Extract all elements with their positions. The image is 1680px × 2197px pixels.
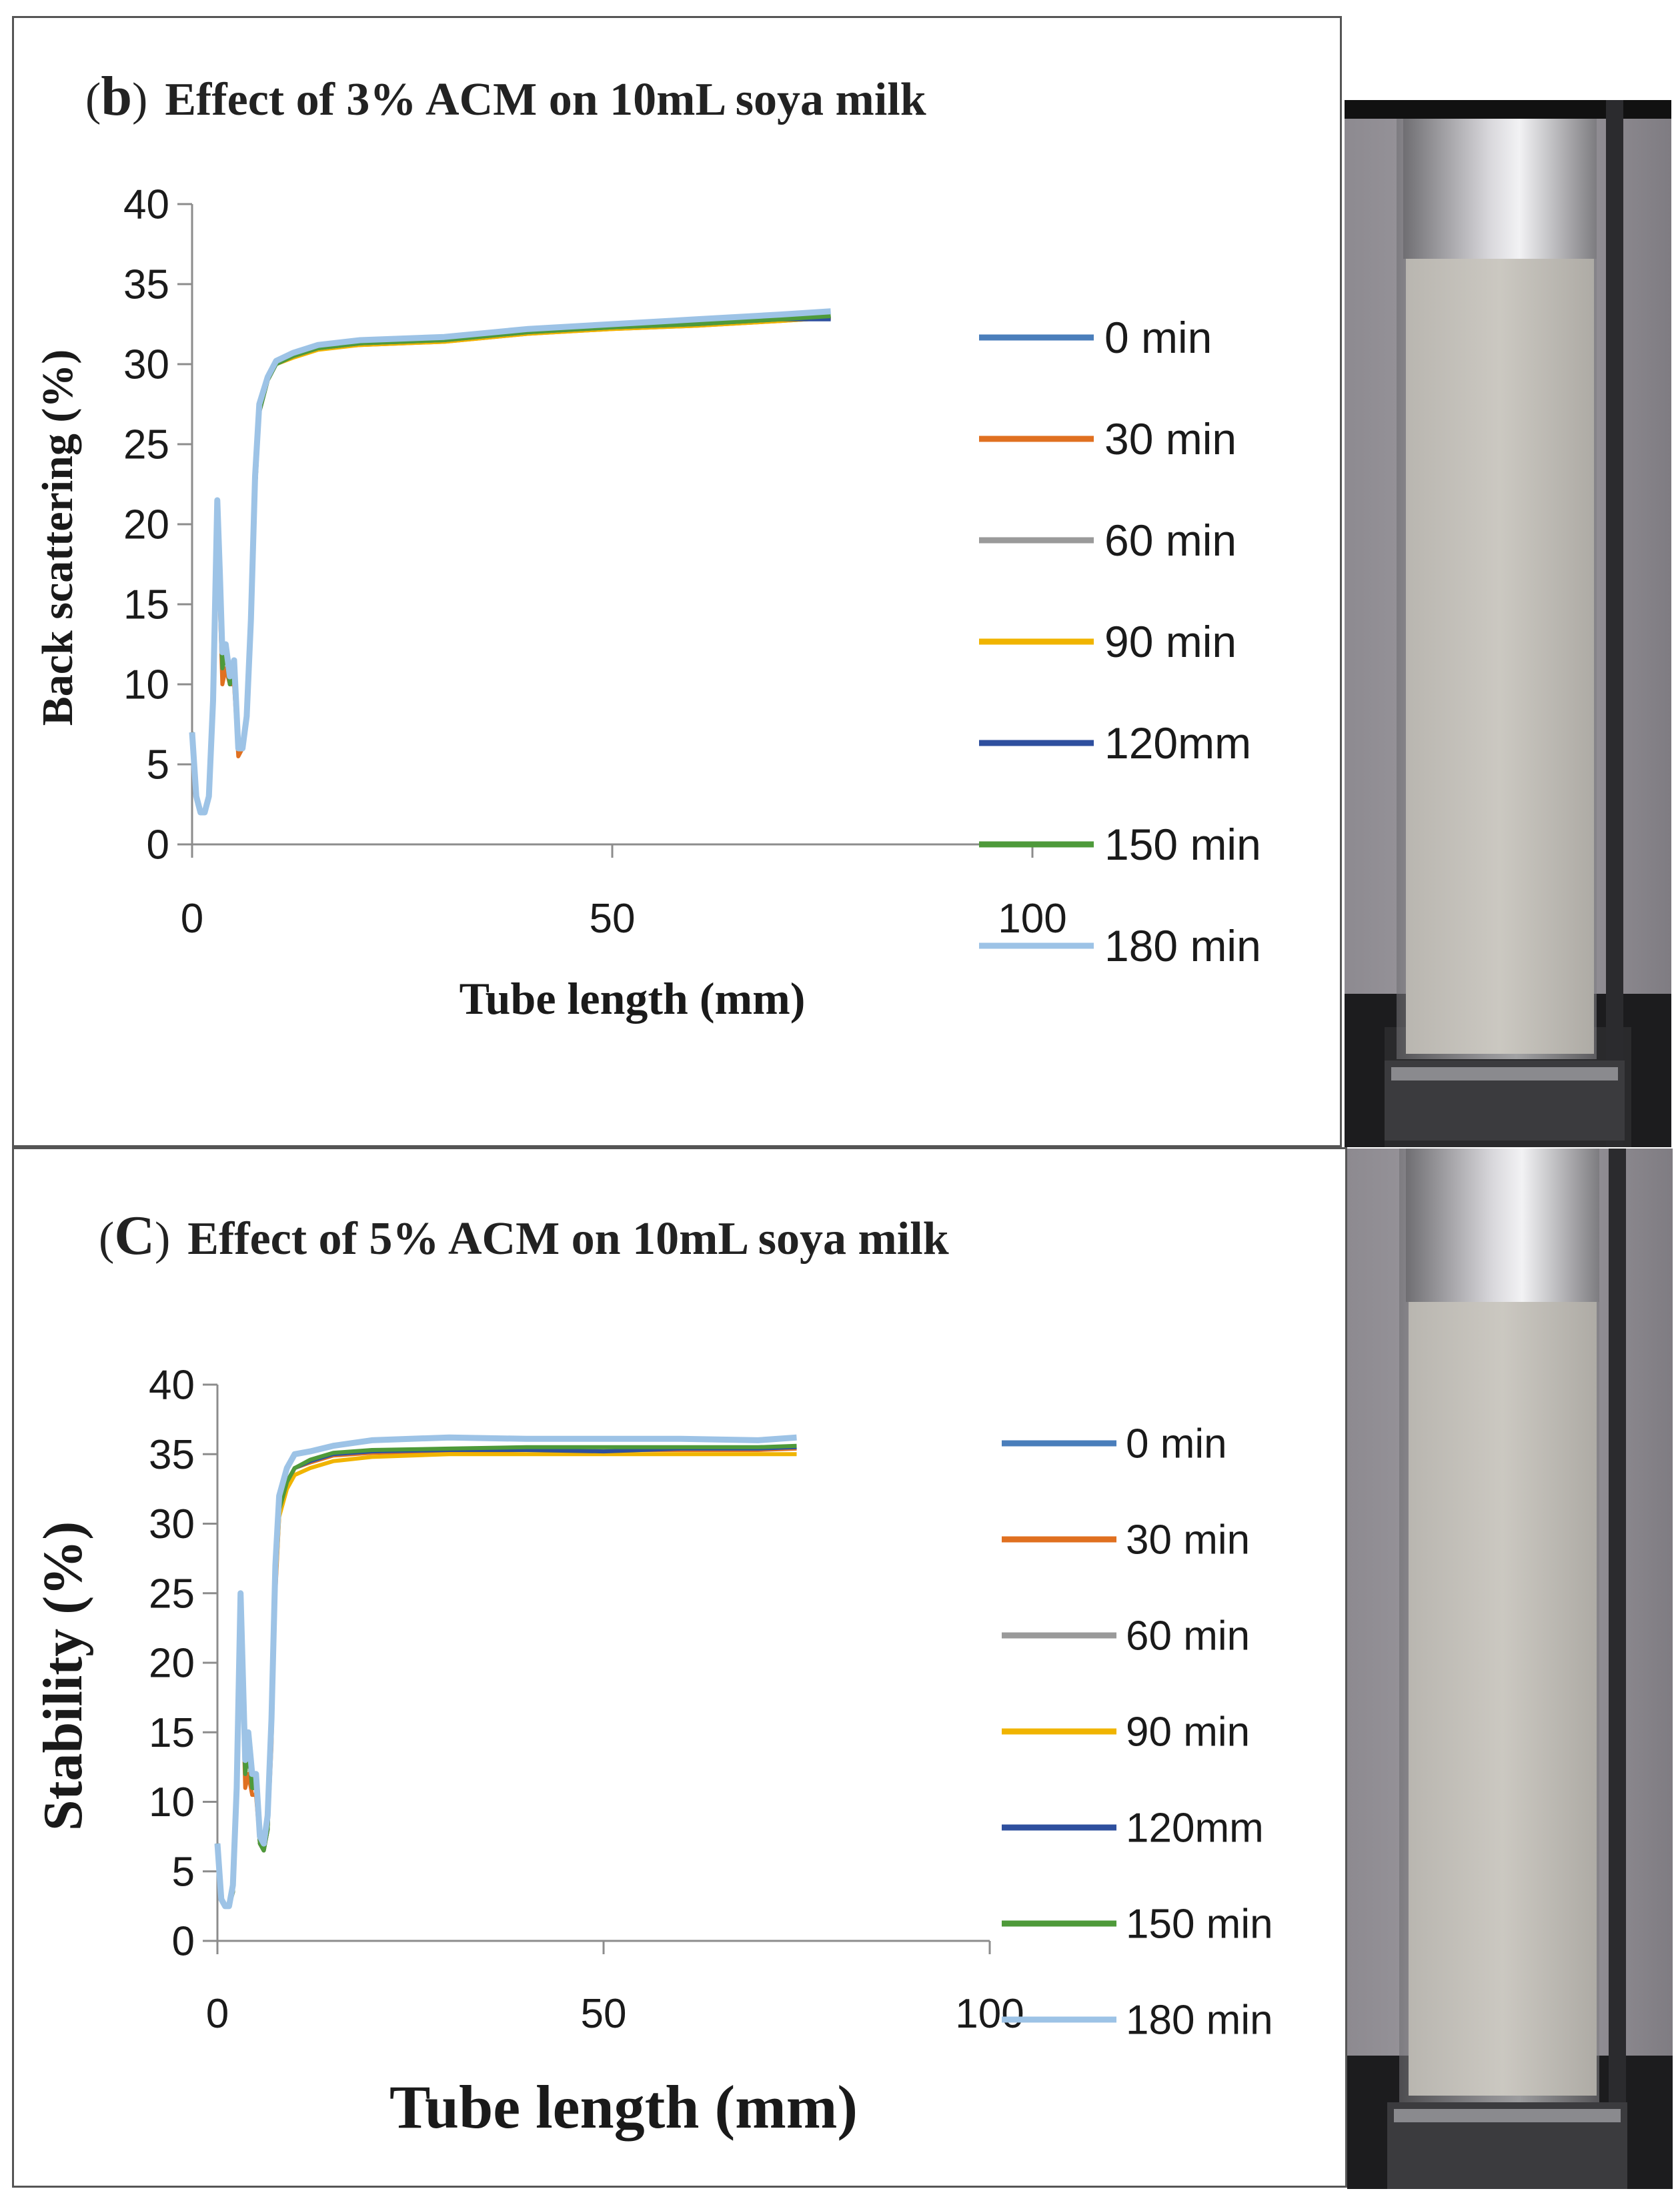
- legend-label: 60 min: [1126, 1613, 1250, 1659]
- x-axis-title: Tube length (mm): [460, 973, 806, 1024]
- legend-label: 0 min: [1126, 1421, 1227, 1467]
- legend-label: 180 min: [1126, 1998, 1273, 2044]
- panel-b-title-text: Effect of 3% ACM on 10mL soya milk: [165, 74, 926, 125]
- y-tick-label: 5: [172, 1849, 195, 1895]
- x-tick-label: 50: [590, 896, 636, 942]
- panel-c-title-text: Effect of 5% ACM on 10mL soya milk: [187, 1213, 949, 1265]
- series-line-180-min: [189, 308, 831, 816]
- legend-label: 90 min: [1104, 617, 1236, 666]
- series-line-150-min: [215, 1443, 797, 1908]
- panel-b-frame: [12, 16, 1342, 1147]
- legend-label: 90 min: [1126, 1709, 1250, 1755]
- tube-photo-c-image: [1347, 1149, 1673, 2189]
- legend-label: 180 min: [1104, 921, 1261, 970]
- y-tick-label: 15: [123, 582, 169, 628]
- y-axis-title: Back scattering (%): [33, 349, 82, 726]
- y-tick-label: 0: [147, 822, 169, 868]
- panel-c-letter: C: [114, 1205, 155, 1267]
- legend-label: 30 min: [1126, 1517, 1250, 1563]
- panel-c-frame: [12, 1147, 1347, 2188]
- y-tick-label: 10: [123, 662, 169, 708]
- series-line-0-min: [215, 1445, 797, 1908]
- series-line-30-min: [215, 1446, 797, 1908]
- y-tick-label: 35: [123, 262, 169, 308]
- x-tick-label: 50: [581, 1991, 627, 2037]
- y-tick-label: 25: [123, 422, 169, 468]
- y-tick-label: 25: [149, 1571, 195, 1617]
- panel-c-title: (C) Effect of 5% ACM on 10mL soya milk: [99, 1205, 949, 1267]
- legend-label: 30 min: [1104, 414, 1236, 464]
- y-tick-label: 10: [149, 1779, 195, 1825]
- y-tick-label: 15: [149, 1710, 195, 1756]
- x-axis-title: Tube length (mm): [389, 2073, 858, 2141]
- y-tick-label: 40: [123, 182, 169, 228]
- tube-photo-b-image: [1345, 100, 1671, 1147]
- panel-b-title: (b) Effect of 3% ACM on 10mL soya milk: [85, 65, 926, 127]
- y-tick-label: 30: [123, 342, 169, 388]
- series-line-120mm: [215, 1445, 797, 1908]
- legend-label: 120mm: [1104, 718, 1251, 768]
- series-line-180-min: [214, 1434, 797, 1910]
- series-line-60-min: [215, 1445, 797, 1908]
- y-tick-label: 40: [149, 1363, 195, 1409]
- series-line-90-min: [215, 1452, 797, 1908]
- legend-label: 150 min: [1104, 820, 1261, 869]
- y-tick-label: 35: [149, 1432, 195, 1478]
- y-tick-label: 20: [123, 502, 169, 548]
- y-tick-label: 30: [149, 1501, 195, 1547]
- chart-b: 0 5 10 15 20 25 30 35 40 0 50 100 Tube length (mm) Ba…: [33, 182, 1261, 1024]
- tube-photo-c: [1347, 1149, 1673, 2189]
- legend-label: 150 min: [1126, 1902, 1273, 1948]
- tube-photo-b: [1345, 100, 1671, 1147]
- y-tick-label: 0: [172, 1919, 195, 1965]
- panel-b-letter: b: [101, 65, 133, 127]
- legend-label: 120mm: [1126, 1805, 1264, 1852]
- x-tick-label: 100: [955, 1991, 1024, 2037]
- y-tick-label: 5: [147, 742, 169, 788]
- legend-label: 0 min: [1104, 313, 1212, 362]
- x-tick-label: 0: [206, 1991, 229, 2037]
- y-tick-label: 20: [149, 1641, 195, 1687]
- legend-label: 60 min: [1104, 516, 1236, 565]
- x-tick-label: 0: [181, 896, 203, 942]
- x-tick-label: 100: [998, 896, 1066, 942]
- y-axis-title: Stability (%): [32, 1521, 94, 1831]
